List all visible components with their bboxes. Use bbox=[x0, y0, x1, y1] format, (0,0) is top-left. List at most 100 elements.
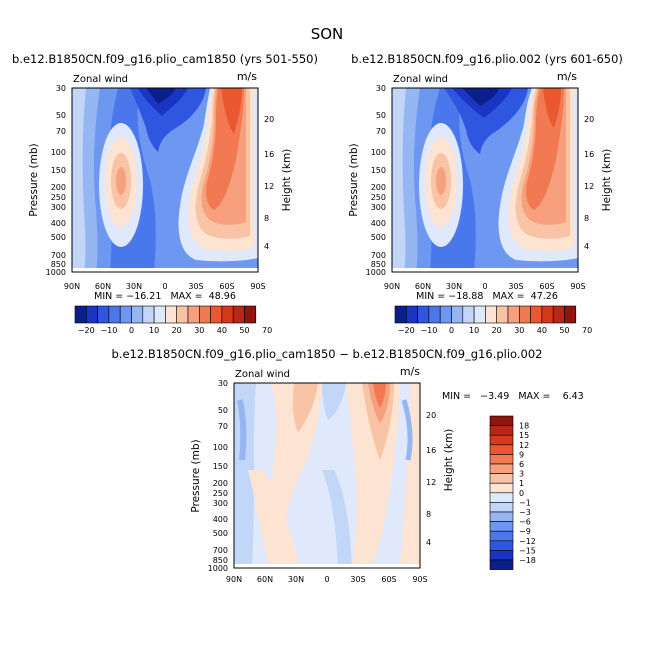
y-tick-label: 300 bbox=[371, 203, 386, 212]
y-tick-label: 150 bbox=[213, 462, 228, 471]
y-tick-label: 200 bbox=[51, 183, 66, 192]
colorbar-label: −20 bbox=[78, 326, 95, 335]
colorbar-horizontal: −20 −10 0 10 20 30 40 50 70 bbox=[74, 305, 272, 335]
x-tick-label: 90N bbox=[64, 282, 80, 291]
colorbar-swatch bbox=[489, 444, 514, 455]
panel-title: b.e12.B1850CN.f09_g16.plio_cam1850 (yrs … bbox=[12, 52, 318, 66]
x-tick-label: 60S bbox=[381, 575, 396, 584]
y-tick-label: 300 bbox=[51, 203, 66, 212]
colorbar-swatch bbox=[489, 434, 514, 446]
colorbar-label: 9 bbox=[519, 450, 524, 459]
colorbar-swatch bbox=[489, 463, 514, 474]
y-tick-label: 70 bbox=[56, 127, 66, 136]
height-tick-label: 16 bbox=[426, 446, 436, 455]
colorbar-label: −10 bbox=[420, 326, 437, 335]
height-tick-label: 12 bbox=[264, 182, 274, 191]
colorbar-swatch bbox=[552, 305, 565, 324]
colorbar-swatch bbox=[232, 305, 245, 324]
colorbar-swatch bbox=[244, 305, 257, 324]
colorbar-label: 40 bbox=[217, 326, 227, 335]
colorbar-swatch bbox=[564, 305, 577, 324]
y-tick-label: 70 bbox=[376, 127, 386, 136]
height-axis-title: Height (km) bbox=[443, 429, 455, 492]
x-tick-label: 30S bbox=[188, 282, 203, 291]
colorbar-swatch bbox=[489, 502, 514, 513]
contour-field bbox=[392, 88, 578, 272]
panel-difference: b.e12.B1850CN.f09_g16.plio_cam1850 − b.e… bbox=[112, 347, 584, 584]
y-tick-label: 50 bbox=[56, 111, 66, 120]
y-tick-label: 300 bbox=[213, 499, 228, 508]
colorbar-swatch bbox=[417, 305, 430, 324]
y-tick-label: 500 bbox=[213, 529, 228, 538]
panel-plio002: b.e12.B1850CN.f09_g16.plio.002 (yrs 601-… bbox=[348, 52, 623, 335]
main-title: SON bbox=[311, 25, 344, 43]
colorbar-swatch bbox=[489, 425, 514, 436]
y-tick-label: 30 bbox=[56, 84, 66, 93]
colorbar-swatch bbox=[530, 305, 543, 324]
y-tick-label: 400 bbox=[51, 219, 66, 228]
colorbar-swatch bbox=[142, 305, 155, 324]
colorbar-swatch bbox=[131, 305, 144, 324]
panel-cam1850: b.e12.B1850CN.f09_g16.plio_cam1850 (yrs … bbox=[12, 52, 318, 335]
colorbar-swatch bbox=[489, 492, 514, 503]
colorbar-label: −10 bbox=[100, 326, 117, 335]
height-tick-label: 8 bbox=[264, 214, 269, 223]
colorbar-label: 20 bbox=[172, 326, 182, 335]
colorbar-swatch bbox=[153, 305, 166, 324]
y-tick-label: 200 bbox=[371, 183, 386, 192]
x-tick-label: 90N bbox=[226, 575, 242, 584]
y-tick-label: 850 bbox=[371, 260, 386, 269]
y-tick-label: 50 bbox=[218, 406, 228, 415]
y-tick-label: 700 bbox=[213, 546, 228, 555]
colorbar-swatch bbox=[74, 305, 87, 324]
height-tick-label: 16 bbox=[584, 150, 594, 159]
left-label: Zonal wind bbox=[235, 369, 290, 380]
left-label: Zonal wind bbox=[73, 74, 128, 85]
colorbar-swatch bbox=[489, 559, 514, 570]
colorbar-label: 30 bbox=[514, 326, 524, 335]
x-tick-label: 60S bbox=[539, 282, 554, 291]
colorbar-swatch bbox=[485, 305, 497, 324]
y-axis-right: 4 8 12 16 20 bbox=[584, 115, 594, 251]
units-label: m/s bbox=[237, 70, 257, 83]
units-label: m/s bbox=[557, 70, 577, 83]
colorbar-swatch bbox=[394, 305, 407, 324]
colorbar-swatch bbox=[451, 305, 464, 324]
height-tick-label: 12 bbox=[584, 182, 594, 191]
x-tick-label: 60N bbox=[415, 282, 431, 291]
colorbar-label: −20 bbox=[398, 326, 415, 335]
y-axis-title: Pressure (mb) bbox=[190, 439, 202, 512]
colorbar-swatch bbox=[165, 305, 177, 324]
height-tick-label: 12 bbox=[426, 478, 436, 487]
units-label: m/s bbox=[400, 365, 420, 378]
y-tick-label: 500 bbox=[371, 233, 386, 242]
y-tick-label: 850 bbox=[213, 556, 228, 565]
colorbar-swatch bbox=[428, 305, 441, 324]
colorbar-label: 20 bbox=[492, 326, 502, 335]
x-tick-label: 60N bbox=[257, 575, 273, 584]
y-axis-left: 30 50 70 100 150 200 250 300 400 500 700… bbox=[366, 84, 386, 277]
y-tick-label: 1000 bbox=[366, 268, 386, 277]
colorbar-label: 18 bbox=[519, 422, 529, 431]
y-axis-right: 4 8 12 16 20 bbox=[264, 115, 274, 251]
x-tick-label: 60S bbox=[219, 282, 234, 291]
y-tick-label: 1000 bbox=[208, 564, 228, 573]
colorbar-label: −3 bbox=[519, 508, 531, 517]
y-tick-label: 250 bbox=[371, 193, 386, 202]
colorbar-horizontal: −20 −10 0 10 20 30 40 50 70 bbox=[394, 305, 592, 335]
colorbar-swatch bbox=[405, 305, 418, 324]
colorbar-label: −6 bbox=[519, 518, 531, 527]
left-label: Zonal wind bbox=[393, 74, 448, 85]
colorbar-swatch bbox=[489, 454, 514, 465]
min-max-stats: MIN = −16.21 MAX = 48.96 bbox=[94, 291, 236, 302]
x-axis: 90N 60N 30N 0 30S 60S 90S bbox=[384, 282, 586, 291]
colorbar-swatch bbox=[187, 305, 200, 324]
x-tick-label: 0 bbox=[324, 575, 329, 584]
x-axis: 90N 60N 30N 0 30S 60S 90S bbox=[226, 575, 428, 584]
y-tick-label: 100 bbox=[213, 443, 228, 452]
height-tick-label: 20 bbox=[264, 115, 274, 124]
y-axis-title: Pressure (mb) bbox=[28, 143, 40, 216]
colorbar-swatch bbox=[473, 305, 486, 324]
colorbar-label: 50 bbox=[239, 326, 249, 335]
